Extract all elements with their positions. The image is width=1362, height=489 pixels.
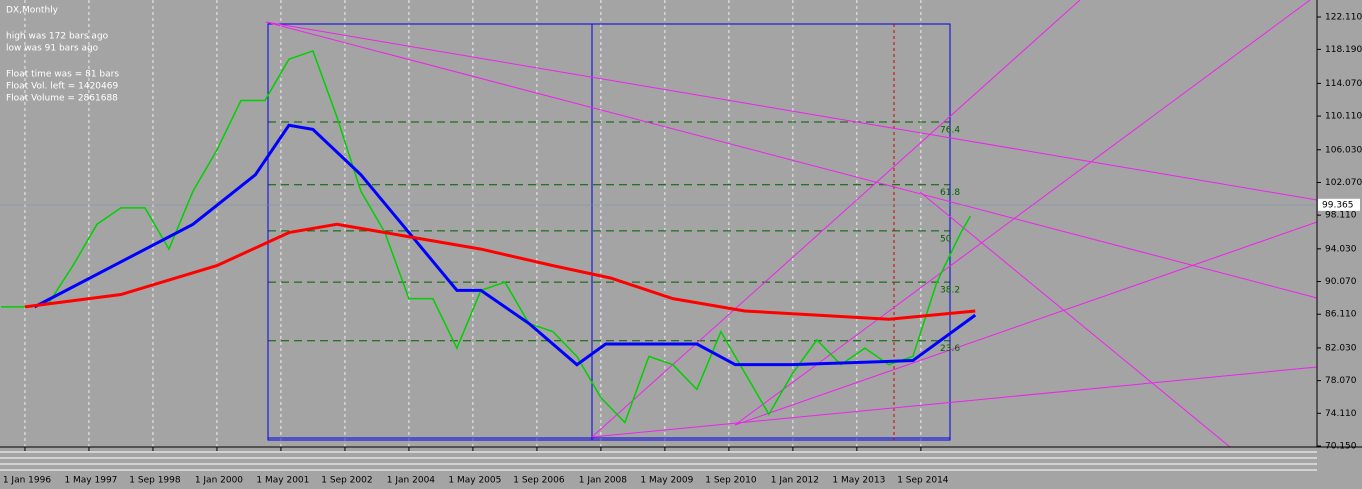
trend-line <box>265 21 1318 201</box>
y-tick-label: 110.110 <box>1325 112 1362 122</box>
info-line: low was 91 bars ago <box>6 44 99 54</box>
info-panel: high was 172 bars ago low was 91 bars ago… <box>6 32 119 104</box>
y-tick-label: 74.110 <box>1325 409 1357 419</box>
plot <box>0 49 977 424</box>
y-tick-label: 102.070 <box>1325 178 1362 188</box>
trend-line <box>734 221 1318 426</box>
x-tick-label: 1 Jan 2000 <box>195 476 243 486</box>
series-line <box>24 222 976 321</box>
series-line <box>33 123 977 367</box>
x-tick-label: 1 Jan 2008 <box>579 476 627 486</box>
fib-label: 23.6 <box>940 344 960 354</box>
y-tick-label: 122.110 <box>1325 13 1362 23</box>
info-line: Float Vol. left = 1420469 <box>6 82 118 92</box>
y-tick-label: 82.030 <box>1325 343 1357 353</box>
y-tick-label: 78.070 <box>1325 376 1357 386</box>
y-tick-label: 94.030 <box>1325 244 1357 254</box>
x-tick-label: 1 Sep 2014 <box>897 476 949 486</box>
fib-label: 76.4 <box>940 125 960 135</box>
x-tick-label: 1 Sep 2010 <box>705 476 757 486</box>
x-tick-label: 1 May 1997 <box>64 476 117 486</box>
y-tick-label: 90.070 <box>1325 277 1357 287</box>
series-line <box>0 49 972 424</box>
x-tick-label: 1 May 2013 <box>832 476 885 486</box>
panel-separators <box>0 451 1317 471</box>
grid <box>24 0 950 447</box>
last-price-box <box>1318 198 1360 211</box>
info-line: high was 172 bars ago <box>6 32 109 42</box>
y-tick-label: 70.150 <box>1325 442 1357 452</box>
y-tick-label: 86.110 <box>1325 310 1357 320</box>
x-tick-label: 1 May 2009 <box>640 476 693 486</box>
y-tick-label: 98.110 <box>1325 211 1357 221</box>
last-price-label: 99.365 <box>1322 200 1354 210</box>
y-tick-label: 106.030 <box>1325 145 1362 155</box>
blue-box <box>267 23 951 441</box>
chart-title: DX,Monthly <box>6 6 59 16</box>
x-tick-label: 1 Sep 2006 <box>513 476 565 486</box>
y-tick-label: 114.070 <box>1325 79 1362 89</box>
x-tick-label: 1 Jan 2012 <box>771 476 819 486</box>
x-tick-label: 1 Sep 2002 <box>321 476 372 486</box>
trend-line <box>591 366 1318 438</box>
fib-label: 38.2 <box>940 286 960 296</box>
x-tick-label: 1 Sep 1998 <box>129 476 181 486</box>
info-line: Float Volume = 2861688 <box>6 94 118 104</box>
x-tick-label: 1 Jan 2004 <box>387 476 435 486</box>
fib-label: 50 <box>940 234 952 244</box>
fib-label: 61.8 <box>940 188 960 198</box>
y-tick-label: 118.190 <box>1325 45 1362 55</box>
x-tick-label: 1 May 2001 <box>256 476 309 486</box>
trend-line <box>265 21 1318 299</box>
x-tick-label: 1 May 2005 <box>448 476 501 486</box>
x-tick-label: 1 Jan 1996 <box>3 476 51 486</box>
info-line: Float time was = 81 bars <box>6 70 119 80</box>
trend-line <box>919 191 1231 448</box>
